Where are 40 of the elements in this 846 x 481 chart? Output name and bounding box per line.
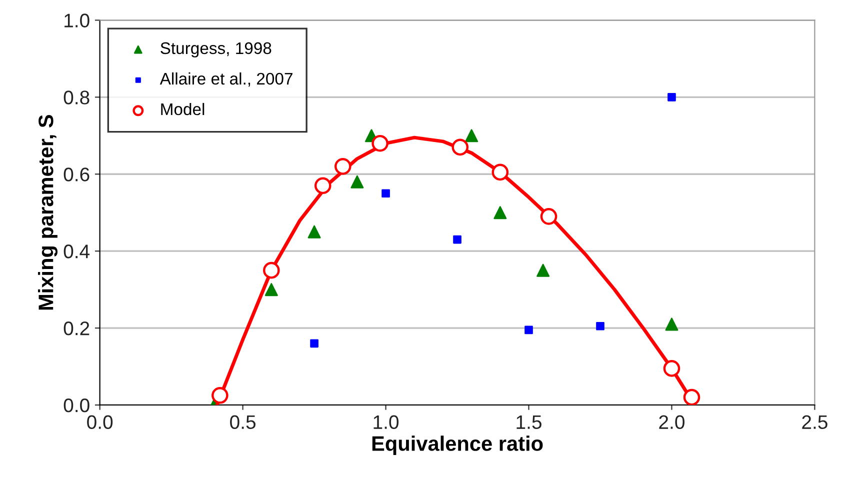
point	[540, 208, 558, 225]
x-tick-label: 2.5	[802, 415, 828, 430]
x-tick-label: 0.0	[87, 415, 113, 430]
y-tick-label: 0.0	[64, 398, 90, 412]
point	[310, 339, 318, 348]
point	[596, 322, 604, 330]
point	[663, 360, 680, 377]
point	[308, 225, 321, 238]
legend-label: Sturgess, 1998	[160, 42, 272, 58]
y-tick-label: 0.4	[64, 244, 90, 258]
point	[683, 388, 700, 405]
x-tick-label: 2.0	[659, 415, 684, 430]
point	[452, 138, 469, 156]
point	[350, 175, 364, 188]
point	[465, 129, 478, 142]
point	[372, 134, 388, 152]
point	[264, 283, 278, 296]
point	[524, 326, 533, 334]
x-tick-label: 1.5	[516, 415, 542, 430]
y-axis-title: Mixing parameter, S	[38, 114, 58, 310]
y-tick-label: 1.0	[64, 14, 90, 28]
y-tick-label: 0.6	[64, 168, 90, 182]
point	[453, 235, 462, 244]
point	[665, 318, 678, 331]
point	[314, 177, 332, 194]
legend-label: Model	[161, 102, 204, 116]
point	[263, 262, 280, 279]
legend-label: Allaire et al., 2007	[160, 72, 292, 87]
point	[668, 92, 676, 102]
point	[494, 206, 507, 220]
y-tick-label: 0.2	[64, 322, 90, 336]
x-axis-title: Equivalence ratio	[372, 436, 543, 456]
point	[382, 189, 390, 198]
point	[212, 386, 228, 404]
point	[536, 264, 550, 277]
x-tick-label: 0.5	[230, 415, 256, 430]
x-tick-label: 1.0	[374, 415, 399, 430]
point	[492, 164, 509, 181]
point	[334, 158, 352, 175]
y-tick-label: 0.8	[64, 90, 90, 104]
